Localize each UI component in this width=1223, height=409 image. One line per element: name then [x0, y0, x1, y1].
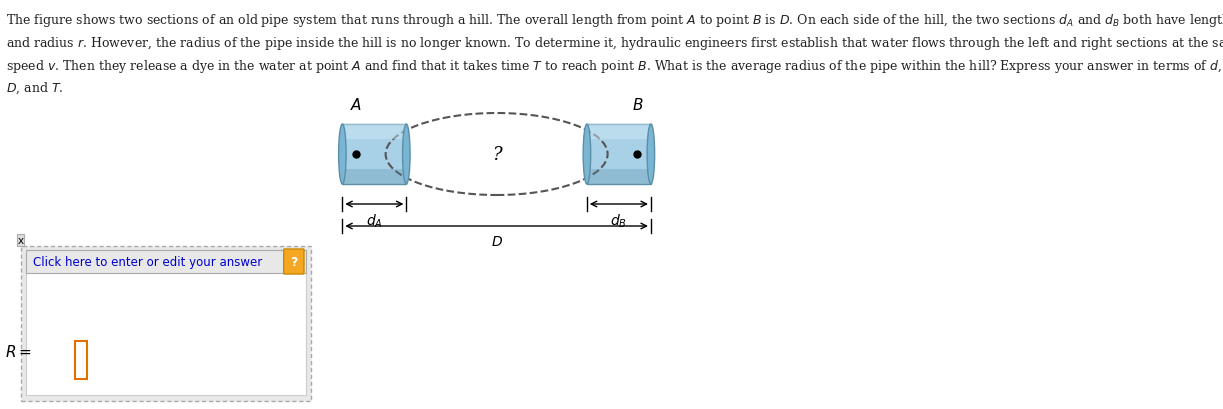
Polygon shape [587, 170, 651, 184]
Ellipse shape [583, 125, 591, 184]
Text: $D$: $D$ [490, 234, 503, 248]
FancyBboxPatch shape [21, 246, 311, 401]
Text: The figure shows two sections of an old pipe system that runs through a hill. Th: The figure shows two sections of an old … [6, 12, 1223, 96]
FancyBboxPatch shape [26, 272, 306, 395]
Text: $d_A$: $d_A$ [366, 213, 383, 230]
Text: x: x [17, 236, 23, 245]
Ellipse shape [402, 125, 410, 184]
FancyBboxPatch shape [26, 250, 306, 273]
Ellipse shape [339, 125, 346, 184]
Ellipse shape [647, 125, 654, 184]
Polygon shape [342, 170, 406, 184]
Polygon shape [342, 125, 406, 139]
Polygon shape [587, 125, 651, 184]
FancyBboxPatch shape [284, 249, 305, 274]
Text: ?: ? [290, 255, 297, 268]
Text: $A$: $A$ [350, 97, 362, 113]
Text: $d_B$: $d_B$ [610, 213, 627, 230]
Text: $R =$: $R =$ [5, 344, 32, 360]
Text: ?: ? [492, 146, 501, 164]
Polygon shape [587, 125, 651, 139]
Text: Click here to enter or edit your answer: Click here to enter or edit your answer [33, 255, 263, 268]
Polygon shape [342, 125, 406, 184]
Text: $B$: $B$ [631, 97, 643, 113]
FancyBboxPatch shape [76, 341, 87, 379]
